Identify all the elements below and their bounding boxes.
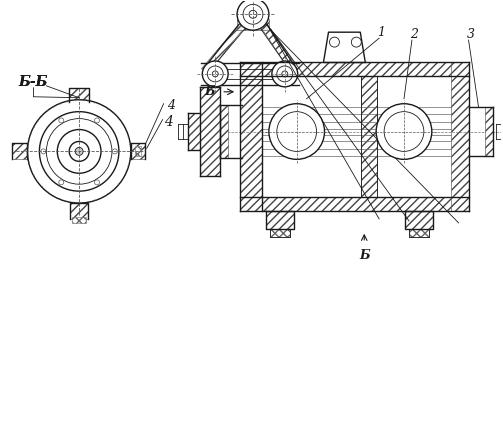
Circle shape: [202, 61, 228, 87]
Circle shape: [69, 141, 89, 161]
Circle shape: [243, 4, 263, 24]
Polygon shape: [240, 62, 469, 76]
Bar: [12, 144, 28, 159]
Polygon shape: [201, 24, 247, 69]
Text: 3: 3: [467, 28, 474, 41]
Circle shape: [41, 149, 46, 154]
Circle shape: [329, 37, 340, 47]
Circle shape: [59, 118, 64, 123]
Bar: [266, 211, 294, 229]
Polygon shape: [240, 197, 469, 211]
Circle shape: [212, 71, 218, 77]
Polygon shape: [200, 87, 220, 176]
Circle shape: [282, 71, 288, 77]
Text: Б-Б: Б-Б: [19, 75, 48, 89]
Circle shape: [384, 112, 424, 152]
Polygon shape: [259, 24, 299, 69]
Polygon shape: [240, 62, 262, 211]
Circle shape: [113, 149, 117, 154]
Circle shape: [277, 66, 293, 82]
Text: Б: Б: [205, 85, 215, 98]
Circle shape: [59, 180, 64, 185]
Polygon shape: [361, 76, 377, 197]
Bar: [135, 147, 141, 156]
Text: 1: 1: [377, 26, 385, 39]
Bar: [405, 211, 433, 229]
Circle shape: [28, 100, 131, 203]
Circle shape: [269, 104, 324, 159]
Circle shape: [237, 0, 269, 30]
Text: 4: 4: [164, 115, 173, 128]
Circle shape: [272, 61, 298, 87]
Bar: [70, 203, 88, 219]
Circle shape: [95, 118, 100, 123]
Circle shape: [351, 37, 361, 47]
Text: 2: 2: [410, 28, 418, 41]
Circle shape: [277, 112, 316, 152]
Bar: [69, 88, 89, 102]
Polygon shape: [485, 107, 493, 156]
Bar: [72, 217, 86, 223]
Circle shape: [376, 104, 432, 159]
Bar: [409, 229, 429, 237]
Polygon shape: [220, 105, 228, 158]
Text: Б-Б: Б-Б: [19, 75, 48, 89]
Circle shape: [207, 66, 223, 82]
Polygon shape: [189, 113, 200, 150]
Circle shape: [249, 11, 257, 18]
Circle shape: [39, 112, 119, 191]
Text: 4: 4: [166, 99, 175, 112]
Circle shape: [46, 119, 112, 184]
Polygon shape: [237, 19, 269, 30]
Polygon shape: [451, 62, 469, 211]
Bar: [131, 144, 145, 159]
Circle shape: [57, 130, 101, 173]
Bar: [270, 229, 290, 237]
Circle shape: [75, 147, 83, 155]
Text: Б: Б: [359, 249, 370, 262]
Circle shape: [95, 180, 100, 185]
